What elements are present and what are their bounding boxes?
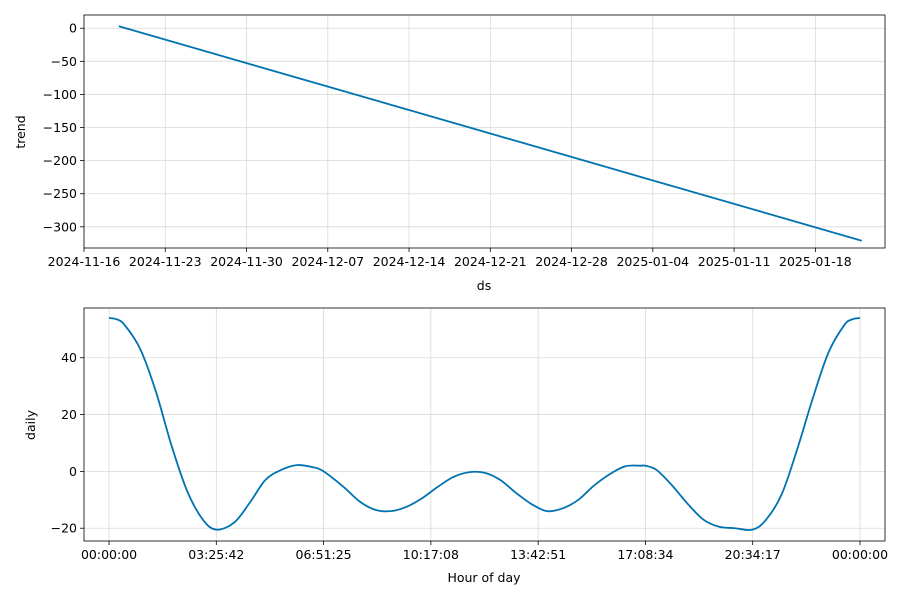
trend-y-tick-label: −300 bbox=[43, 219, 77, 234]
daily-x-axis-label: Hour of day bbox=[447, 570, 521, 585]
trend-x-tick-label: 2025-01-18 bbox=[779, 254, 852, 269]
daily-y-tick-label: 40 bbox=[61, 350, 77, 365]
daily-series bbox=[108, 317, 861, 531]
daily-plot-frame bbox=[83, 307, 886, 542]
daily-x-tick-label: 17:08:34 bbox=[617, 547, 673, 562]
trend-x-tick-label: 2024-11-30 bbox=[210, 254, 283, 269]
daily-y-tick-label: 0 bbox=[69, 464, 77, 479]
daily-x-tick-label: 10:17:08 bbox=[403, 547, 459, 562]
daily-x-tick-label: 03:25:42 bbox=[188, 547, 244, 562]
trend-x-tick-label: 2025-01-04 bbox=[616, 254, 689, 269]
trend-x-tick-label: 2024-12-07 bbox=[291, 254, 364, 269]
trend-grid bbox=[83, 15, 885, 248]
trend-y-tick-label: −150 bbox=[43, 120, 77, 135]
trend-y-tick-label: −250 bbox=[43, 186, 77, 201]
daily-x-tick-label: 00:00:00 bbox=[81, 547, 137, 562]
trend-x-tick-label: 2025-01-11 bbox=[698, 254, 771, 269]
daily-y-tick-label: −20 bbox=[51, 521, 77, 536]
trend-y-tick-label: 0 bbox=[69, 21, 77, 36]
trend-chart: 2024-11-16 2024-11-23 2024-11-30 2024-12-07… bbox=[13, 14, 886, 293]
daily-series-line bbox=[108, 317, 861, 531]
trend-x-tick-label: 2024-11-23 bbox=[129, 254, 202, 269]
daily-grid bbox=[84, 308, 885, 541]
daily-x-tick-label: 20:34:17 bbox=[725, 547, 781, 562]
trend-x-tick-label: 2024-12-14 bbox=[373, 254, 446, 269]
trend-y-tick-label: −50 bbox=[51, 54, 77, 69]
daily-y-axis-label: daily bbox=[23, 409, 38, 440]
trend-series bbox=[118, 25, 863, 242]
daily-x-tick-label: 13:42:51 bbox=[510, 547, 566, 562]
trend-x-ticks: 2024-11-16 2024-11-23 2024-11-30 2024-12-07… bbox=[48, 248, 852, 269]
trend-plot-frame bbox=[83, 14, 886, 249]
daily-x-tick-label: 06:51:25 bbox=[296, 547, 352, 562]
trend-y-tick-label: −100 bbox=[43, 87, 77, 102]
daily-chart: 00:00:00 03:25:42 06:51:25 10:17:08 13:42:51… bbox=[23, 307, 888, 585]
trend-y-tick-label: −200 bbox=[43, 153, 77, 168]
trend-y-axis-label: trend bbox=[13, 115, 28, 148]
trend-y-ticks: 0 −50 −100 −150 −200 −250 −300 bbox=[43, 21, 84, 234]
trend-x-axis-label: ds bbox=[477, 278, 491, 293]
trend-series-line bbox=[118, 25, 863, 242]
daily-x-ticks: 00:00:00 03:25:42 06:51:25 10:17:08 13:42:51… bbox=[81, 541, 888, 562]
trend-x-tick-label: 2024-12-28 bbox=[535, 254, 608, 269]
daily-x-tick-label: 00:00:00 bbox=[832, 547, 888, 562]
daily-y-ticks: 40 20 0 −20 bbox=[51, 350, 84, 536]
trend-x-tick-label: 2024-11-16 bbox=[48, 254, 121, 269]
daily-y-tick-label: 20 bbox=[61, 407, 77, 422]
trend-x-tick-label: 2024-12-21 bbox=[454, 254, 527, 269]
